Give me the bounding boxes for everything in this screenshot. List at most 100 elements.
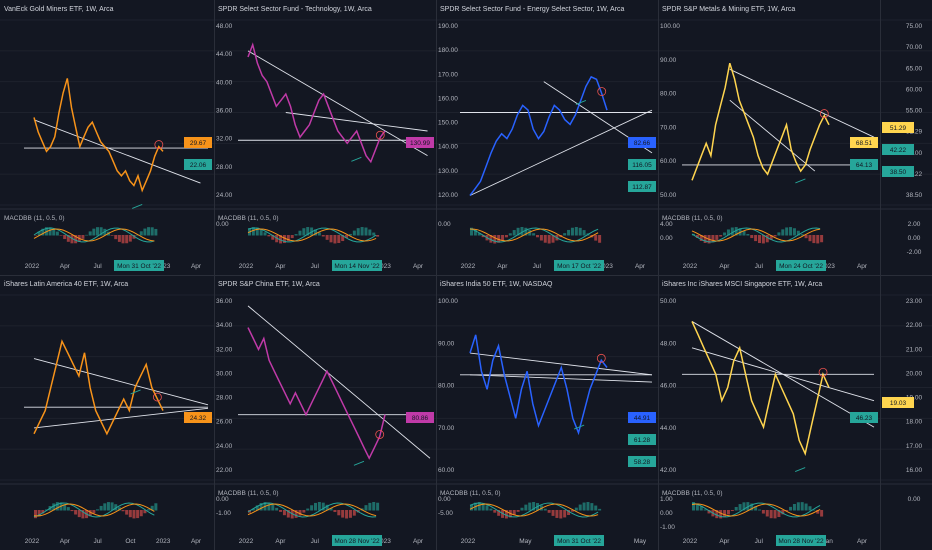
- chart-svg: 23.00 22.00 21.00 20.00 19.00 18.00 17.00 16.00…: [880, 294, 932, 503]
- macd-histogram-bar: [132, 235, 136, 239]
- chart-title: SPDR S&P Metals & Mining ETF, 1W, Arca: [662, 6, 796, 13]
- macd-tick-label: -1.00: [216, 510, 231, 517]
- chart-panel[interactable]: iShares Latin America 40 ETF, 1W, Arca 20…: [0, 275, 214, 550]
- price-label-bg: [628, 412, 656, 423]
- macd-histogram-bar: [337, 235, 341, 244]
- x-tick-label: Apr: [857, 538, 868, 545]
- macd-histogram-bar: [306, 227, 310, 236]
- chart-panel[interactable]: SPDR Select Sector Fund - Energy Select …: [436, 0, 658, 275]
- macd-histogram-bar: [143, 510, 147, 514]
- macd-histogram-bar: [742, 502, 746, 511]
- macd-histogram-bar: [267, 502, 271, 511]
- macd-histogram-bar: [719, 235, 723, 237]
- y-tick-label: 32.00: [216, 346, 233, 353]
- macd-histogram-bar: [781, 229, 785, 236]
- x-tick-label: Apr: [60, 538, 71, 545]
- macd-label: MACDBB (11, 0.5, 0): [218, 490, 279, 497]
- macd-histogram-bar: [512, 230, 516, 236]
- macd-histogram-bar: [470, 504, 473, 511]
- price-label: 51.29: [890, 125, 907, 132]
- date-badge-bg: [776, 535, 826, 546]
- macd-histogram-bar: [286, 510, 290, 518]
- macd-histogram-bar: [255, 505, 259, 511]
- macd-histogram-bar: [570, 227, 574, 236]
- highlight-circle: [375, 430, 385, 439]
- macd-histogram-bar: [816, 235, 820, 244]
- chart-panel[interactable]: 75.0070.0065.0060.0055.0051.2945.0042.22…: [880, 0, 932, 275]
- macd-histogram-bar: [255, 227, 259, 236]
- y-tick-label: 75.00: [906, 23, 923, 30]
- macd-histogram-bar: [376, 235, 380, 237]
- x-tick-label: Apr: [191, 538, 202, 545]
- price-series-line: [691, 62, 830, 181]
- chart-panel[interactable]: VanEck Gold Miners ETF, 1W, Arca 2022 Apr J…: [0, 0, 214, 275]
- macd-histogram-bar: [345, 235, 349, 238]
- y-tick-label: 34.00: [216, 322, 233, 329]
- y-tick-label: 60.00: [906, 86, 923, 93]
- price-label-bg: [184, 159, 212, 170]
- x-tick-label: Apr: [857, 263, 868, 270]
- macd-histogram-bar: [136, 234, 140, 236]
- date-badge-bg: [554, 260, 604, 271]
- y-tick-label: 120.00: [438, 192, 458, 199]
- macd-histogram-bar: [796, 230, 800, 236]
- macd-histogram-bar: [310, 505, 314, 511]
- price-label-bg: [850, 159, 878, 170]
- macd-histogram-bar: [711, 235, 715, 243]
- x-tick-label: Apr: [413, 538, 424, 545]
- chart-panel[interactable]: iShares Inc iShares MSCI Singapore ETF, …: [658, 275, 880, 550]
- macd-histogram-bar: [329, 507, 333, 511]
- chart-title: VanEck Gold Miners ETF, 1W, Arca: [4, 6, 114, 13]
- signal-arrow: [132, 203, 143, 209]
- macd-histogram-bar: [528, 230, 532, 236]
- macd-histogram-bar: [337, 510, 341, 516]
- macd-tick-label: 0.00: [908, 496, 921, 503]
- macd-label: MACDBB (11, 0.5, 0): [4, 215, 65, 222]
- chart-panel[interactable]: SPDR S&P China ETF, 1W, Arca 36.00 34.00 32…: [214, 275, 436, 550]
- x-tick-label: Apr: [60, 263, 71, 270]
- macd-histogram-bar: [734, 227, 738, 236]
- price-label-bg: [628, 456, 656, 467]
- price-label-bg: [406, 137, 434, 148]
- macd-histogram-bar: [279, 235, 283, 244]
- macd-histogram-bar: [298, 510, 302, 516]
- chart-panel[interactable]: SPDR Select Sector Fund - Technology, 1W…: [214, 0, 436, 275]
- signal-line: [33, 503, 155, 517]
- y-tick-label: 51.29: [906, 129, 923, 136]
- macd-histogram-bar: [750, 235, 754, 239]
- macd-histogram-bar: [738, 228, 742, 236]
- chart-panel[interactable]: 23.00 22.00 21.00 20.00 19.00 18.00 17.00 16.00…: [880, 275, 932, 550]
- x-tick-label: May: [634, 538, 647, 545]
- macd-histogram-bar: [271, 504, 275, 511]
- macd-histogram-bar: [796, 502, 800, 511]
- macd-histogram-bar: [777, 232, 781, 236]
- macd-histogram-bar: [44, 509, 48, 511]
- trend-line: [285, 112, 428, 132]
- macd-histogram-bar: [516, 510, 520, 512]
- price-label: 112.87: [632, 184, 652, 191]
- macd-histogram-bar: [66, 235, 70, 242]
- price-label: 29.67: [190, 140, 207, 147]
- price-label-bg: [406, 412, 434, 423]
- chart-svg: 100.00 90.00 80.00 70.00 60.00 50.00 2022 Apr Ju…: [658, 19, 880, 271]
- chart-panel[interactable]: SPDR S&P Metals & Mining ETF, 1W, Arca 10…: [658, 0, 880, 275]
- chart-panel[interactable]: iShares India 50 ETF, 1W, NASDAQ 100.00 90…: [436, 275, 658, 550]
- macd-histogram-bar: [348, 233, 352, 236]
- date-badge-bg: [332, 535, 382, 546]
- x-tick-label: 2022: [239, 538, 254, 545]
- chart-svg: 100.0090.0080.0070.0060.002022MaySepMayM…: [436, 294, 658, 546]
- macd-histogram-bar: [114, 235, 118, 240]
- macd-histogram-bar: [820, 235, 824, 243]
- macd-histogram-bar: [77, 510, 81, 518]
- macd-histogram-bar: [489, 235, 493, 243]
- macd-histogram-bar: [769, 510, 773, 519]
- x-tick-label: Jul: [311, 263, 320, 270]
- y-tick-label: 80.00: [438, 383, 455, 390]
- x-tick-label: Apr: [191, 263, 202, 270]
- macd-histogram-bar: [85, 234, 89, 236]
- highlight-circle: [818, 367, 828, 377]
- macd-histogram-bar: [251, 227, 255, 236]
- macd-histogram-bar: [532, 502, 536, 511]
- macd-histogram-bar: [501, 510, 505, 518]
- macd-histogram-bar: [147, 227, 151, 236]
